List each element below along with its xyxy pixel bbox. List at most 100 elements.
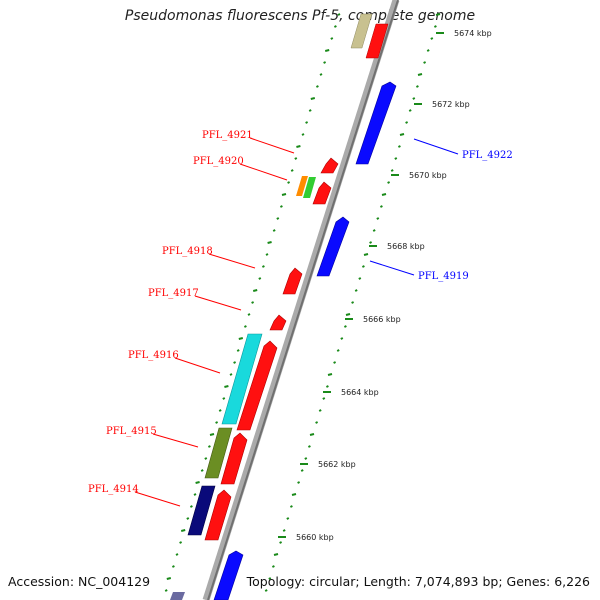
- label-leader-line: [194, 295, 242, 311]
- gc-skew-track-left: [164, 13, 341, 592]
- gc-dot: [433, 25, 437, 28]
- gc-dot: [315, 85, 319, 88]
- gc-dot: [261, 265, 265, 268]
- gc-dot: [358, 277, 362, 280]
- feature-blue-bottom[interactable]: [213, 550, 244, 600]
- gc-dot: [310, 97, 316, 100]
- scale-tick-label: 5666 kbp: [363, 315, 401, 324]
- gc-dot: [276, 217, 280, 220]
- gc-dot: [304, 457, 308, 460]
- gc-dot: [272, 229, 276, 232]
- gc-dot: [265, 253, 269, 256]
- gene-pfl-4920[interactable]: [312, 181, 332, 205]
- feature-khaki-top[interactable]: [350, 13, 373, 49]
- gene-label-pfl-4915[interactable]: PFL_4915: [106, 426, 157, 437]
- gc-dot: [251, 301, 255, 304]
- gc-dot: [361, 265, 365, 268]
- gc-dot: [315, 421, 319, 424]
- gc-dot: [207, 445, 211, 448]
- gc-dot: [369, 241, 373, 244]
- gc-dot: [305, 121, 309, 124]
- gc-dot: [322, 397, 326, 400]
- feature-cyan[interactable]: [221, 333, 263, 425]
- scale-tick-label: 5674 kbp: [454, 29, 492, 38]
- gc-dot: [372, 229, 376, 232]
- gc-dot: [273, 553, 279, 556]
- label-leader-line: [134, 491, 181, 507]
- gc-dot: [394, 157, 398, 160]
- gc-dot: [325, 385, 329, 388]
- gc-dot: [175, 553, 179, 556]
- gc-dot: [337, 13, 341, 16]
- gc-dot: [193, 493, 197, 496]
- gc-dot: [323, 61, 327, 64]
- gc-dot: [327, 373, 333, 376]
- gene-pfl-4914[interactable]: [204, 489, 232, 541]
- feature-red-top[interactable]: [365, 23, 389, 59]
- topology-text: Topology: circular; Length: 7,074,893 bp…: [246, 574, 590, 589]
- feature-orange[interactable]: [296, 176, 308, 196]
- gene-pfl-4921[interactable]: [320, 157, 339, 174]
- gene-pfl-4916[interactable]: [236, 340, 278, 431]
- label-leader-line: [413, 138, 459, 155]
- gc-dot: [324, 49, 330, 52]
- gc-dot: [291, 493, 297, 496]
- gene-label-pfl-4918[interactable]: PFL_4918: [162, 246, 213, 257]
- gene-label-pfl-4917[interactable]: PFL_4917: [148, 288, 199, 299]
- gc-dot: [236, 349, 240, 352]
- label-leader-line: [239, 163, 288, 181]
- gc-skew-track-right: [264, 13, 441, 592]
- gc-dot: [186, 517, 190, 520]
- gc-dot: [281, 193, 287, 196]
- gene-pfl-4922[interactable]: [355, 81, 397, 165]
- gc-dot: [381, 193, 387, 196]
- feature-green[interactable]: [303, 177, 316, 198]
- gc-dot: [287, 181, 291, 184]
- gc-dot: [179, 541, 183, 544]
- feature-slate-bottom[interactable]: [170, 592, 185, 600]
- gene-pfl-4919[interactable]: [316, 216, 350, 277]
- label-leader-line: [174, 357, 221, 374]
- gc-dot: [222, 397, 226, 400]
- gene-label-pfl-4916[interactable]: PFL_4916: [128, 350, 179, 361]
- label-leader-line: [369, 260, 415, 276]
- gc-dot: [399, 133, 405, 136]
- gc-dot: [354, 289, 358, 292]
- gc-dot: [417, 73, 423, 76]
- gene-pfl-4918[interactable]: [282, 267, 303, 295]
- gc-dot: [307, 445, 311, 448]
- gene-label-pfl-4922[interactable]: PFL_4922: [462, 150, 513, 161]
- gc-dot: [238, 337, 244, 340]
- gc-dot: [267, 241, 272, 244]
- gene-label-pfl-4914[interactable]: PFL_4914: [88, 484, 139, 495]
- gc-dot: [336, 349, 340, 352]
- gc-dot: [264, 589, 268, 592]
- feature-navy[interactable]: [187, 485, 216, 536]
- gc-dot: [294, 157, 298, 160]
- gene-pfl-4917[interactable]: [269, 314, 287, 331]
- gc-dot: [247, 313, 251, 316]
- gc-dot: [426, 49, 430, 52]
- gc-dot: [189, 505, 193, 508]
- gene-label-pfl-4919[interactable]: PFL_4919: [418, 271, 469, 282]
- gc-dot: [224, 385, 229, 388]
- gene-label-pfl-4921[interactable]: PFL_4921: [202, 130, 253, 141]
- gene-label-pfl-4920[interactable]: PFL_4920: [193, 156, 244, 167]
- gc-dot: [209, 433, 215, 436]
- gc-dot: [397, 145, 401, 148]
- gc-dot: [301, 133, 305, 136]
- gc-dot: [333, 25, 337, 28]
- gc-dot: [345, 313, 351, 316]
- gc-dot: [243, 325, 247, 328]
- gc-dot: [279, 205, 283, 208]
- accession-text: Accession: NC_004129: [8, 574, 151, 589]
- gene-pfl-4915[interactable]: [220, 432, 248, 485]
- gc-dot: [268, 577, 272, 580]
- scale-tick-label: 5670 kbp: [409, 171, 447, 180]
- gc-dot: [308, 109, 312, 112]
- gc-dot: [340, 337, 344, 340]
- feature-olive[interactable]: [204, 427, 233, 479]
- gc-dot: [200, 469, 204, 472]
- scale-tick-label: 5668 kbp: [387, 242, 425, 251]
- gc-dot: [330, 37, 334, 40]
